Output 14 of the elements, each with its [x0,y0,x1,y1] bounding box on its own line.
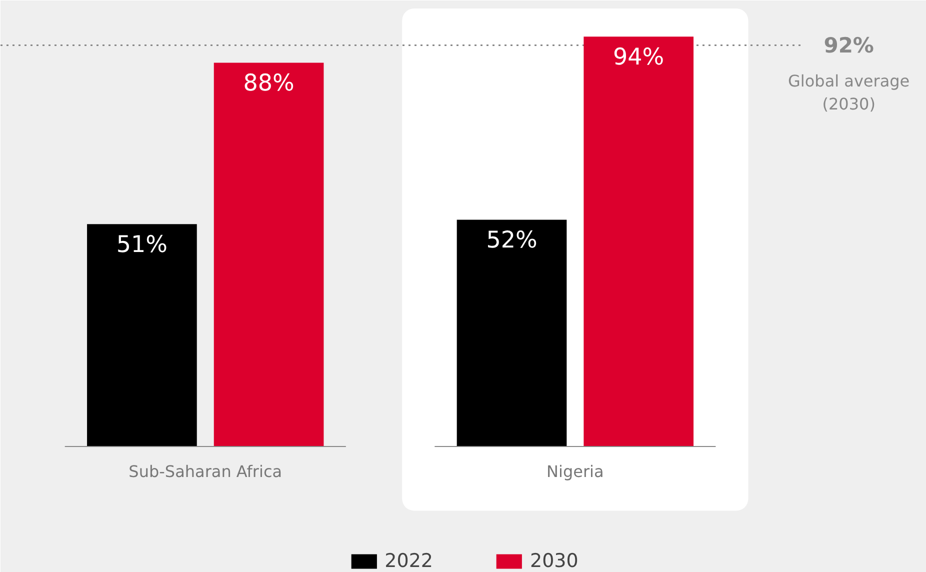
bar [456,220,567,446]
data-label: 88% [243,70,294,97]
annotation: Global average (2030) [788,71,910,114]
legend-label: 2022 [384,550,433,572]
bar [87,224,197,446]
x-tick-label: Nigeria [546,462,604,481]
data-label: 52% [486,228,538,254]
x-tick-label: Sub-Saharan Africa [128,462,282,481]
data-label: 94% [613,44,664,70]
legend-label: 2030 [530,550,578,572]
ref-line-label: 92% [824,33,874,58]
bar [214,62,324,446]
bar [584,36,694,446]
data-label: 51% [116,232,168,258]
